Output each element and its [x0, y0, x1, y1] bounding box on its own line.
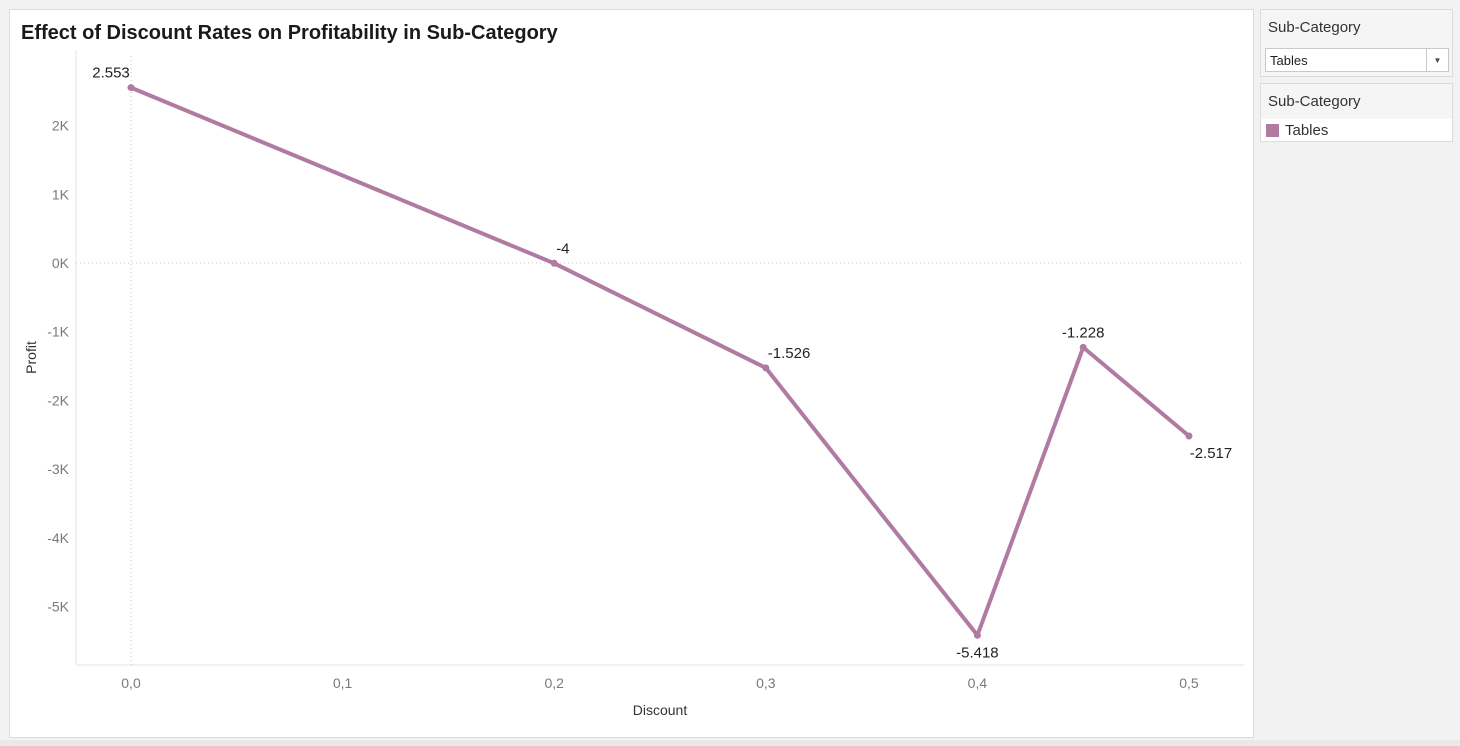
chevron-down-icon[interactable]: ▼ [1426, 49, 1448, 71]
data-point [127, 84, 135, 92]
sub-category-filter: Sub-Category Tables ▼ [1260, 9, 1453, 77]
dropdown-selected-value: Tables [1270, 52, 1308, 68]
y-tick-label: -1K [47, 324, 69, 340]
data-point [762, 364, 770, 372]
data-label: -1.228 [1062, 324, 1105, 341]
color-legend: Sub-Category Tables [1260, 83, 1453, 142]
series-line-tables [129, 85, 1191, 638]
sub-category-dropdown[interactable]: Tables ▼ [1265, 48, 1449, 72]
legend-item-tables[interactable]: Tables [1261, 119, 1452, 141]
x-tick-label: 0,1 [333, 675, 353, 691]
data-point [550, 259, 558, 267]
y-axis-title: Profit [23, 341, 39, 374]
data-label: -4 [556, 240, 569, 257]
y-tick-label: 0K [52, 255, 70, 271]
line-chart: 2K 1K 0K -1K -2K -3K -4K -5K 0,0 0,1 0,2 0,3 0,4 0,5 D… [23, 50, 1244, 718]
data-label: -5.418 [956, 644, 999, 661]
x-axis-title: Discount [633, 702, 688, 718]
data-label: -2.517 [1190, 445, 1233, 462]
data-point [1079, 343, 1087, 351]
data-point [973, 631, 981, 639]
filter-title: Sub-Category [1268, 19, 1361, 36]
legend-label: Tables [1285, 121, 1329, 139]
x-tick-label: 0,4 [968, 675, 988, 691]
legend-swatch [1266, 123, 1279, 137]
x-tick-label: 0,0 [121, 675, 141, 691]
y-tick-label: -4K [47, 530, 69, 546]
x-tick-label: 0,2 [544, 675, 564, 691]
y-tick-label: 1K [52, 186, 70, 202]
data-point [1185, 432, 1193, 440]
chart-title: Effect of Discount Rates on Profitabilit… [21, 22, 558, 44]
data-label: 2.553 [92, 65, 130, 82]
worksheet: Effect of Discount Rates on Profitabilit… [9, 9, 1254, 738]
y-tick-label: -3K [47, 461, 69, 477]
y-tick-label: 2K [52, 118, 70, 134]
y-tick-label: -2K [47, 392, 69, 408]
x-tick-label: 0,3 [756, 675, 776, 691]
x-tick-label: 0,5 [1179, 675, 1199, 691]
y-tick-label: -5K [47, 599, 69, 615]
bottom-scroll-strip [0, 740, 1460, 746]
data-label: -1.526 [768, 345, 811, 362]
legend-title: Sub-Category [1268, 93, 1361, 110]
